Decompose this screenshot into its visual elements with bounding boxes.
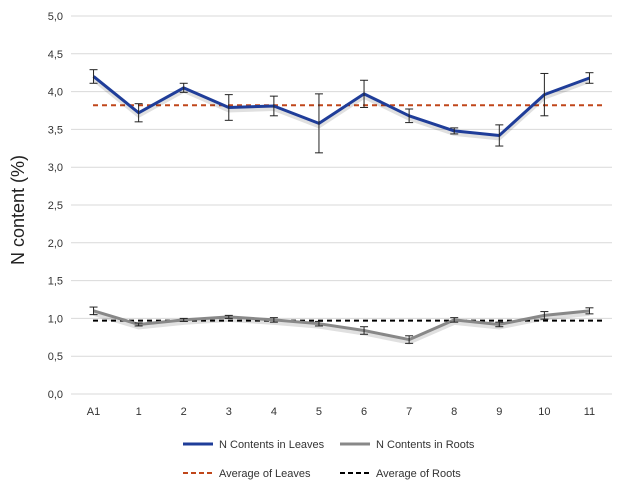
y-tick-label: 0,5 — [48, 351, 63, 363]
y-tick-label: 5,0 — [48, 11, 63, 23]
y-axis-tick-labels: 0,0 0,5 1,0 1,5 2,0 2,5 3,0 3,5 4,0 4,5 5,0 — [48, 11, 63, 401]
y-tick-label: 4,0 — [48, 87, 63, 99]
legend-item: N Contents in Roots — [340, 439, 475, 451]
x-tick-label: 6 — [361, 406, 367, 418]
data-series — [89, 69, 594, 345]
series-shadow — [92, 311, 590, 345]
x-tick-label: 1 — [136, 406, 142, 418]
x-tick-label: 8 — [451, 406, 457, 418]
y-tick-label: 4,5 — [48, 49, 63, 61]
legend-label: N Contents in Leaves — [219, 439, 325, 451]
reference-lines — [93, 104, 602, 322]
series-roots — [89, 306, 594, 345]
y-axis-label: N content (%) — [8, 155, 28, 265]
legend: N Contents in Leaves N Contents in Roots A… — [183, 439, 475, 480]
x-tick-label: 5 — [316, 406, 322, 418]
legend-item: N Contents in Leaves — [183, 439, 325, 451]
legend-item: Average of Roots — [340, 468, 461, 480]
y-tick-label: 1,5 — [48, 276, 63, 288]
series-line — [92, 75, 590, 137]
y-tick-label: 0,0 — [48, 389, 63, 401]
x-tick-label: 3 — [226, 406, 232, 418]
series-leaves — [89, 69, 594, 154]
legend-item: Average of Leaves — [183, 468, 311, 480]
y-tick-label: 2,5 — [48, 200, 63, 212]
legend-label: Average of Roots — [376, 468, 461, 480]
x-tick-label: 7 — [406, 406, 412, 418]
legend-label: Average of Leaves — [219, 468, 311, 480]
x-tick-label: 9 — [496, 406, 502, 418]
series-line — [93, 309, 590, 342]
y-tick-label: 2,0 — [48, 238, 63, 250]
x-tick-label: 2 — [181, 406, 187, 418]
legend-label: N Contents in Roots — [376, 439, 475, 451]
x-tick-label: 4 — [271, 406, 277, 418]
x-axis-tick-labels: A1 1 2 3 4 5 6 7 8 9 10 11 — [87, 406, 595, 418]
x-tick-label: 10 — [538, 406, 550, 418]
x-tick-label: 11 — [584, 406, 595, 418]
series-shadow — [92, 77, 591, 141]
y-tick-label: 3,5 — [48, 124, 63, 136]
gridlines — [71, 15, 612, 395]
y-tick-label: 1,0 — [48, 313, 63, 325]
y-tick-label: 3,0 — [48, 162, 63, 174]
x-tick-label: A1 — [87, 406, 100, 418]
